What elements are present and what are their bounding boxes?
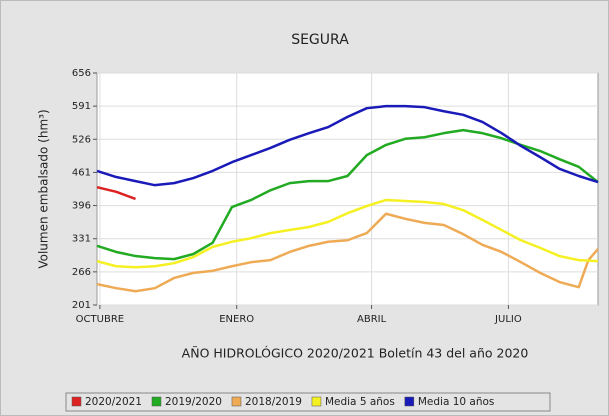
y-tick-label: 266 [72, 267, 91, 278]
line [96, 104, 599, 187]
y-tick-label: 396 [72, 201, 91, 212]
line [96, 185, 136, 201]
legend-label: 2018/2019 [245, 396, 302, 408]
line [96, 128, 599, 261]
x-tick-label: ABRIL [357, 314, 387, 325]
y-tick-label: 656 [72, 68, 91, 79]
legend-swatch [311, 396, 322, 407]
y-tick-label: 591 [72, 101, 91, 112]
legend-swatch [151, 396, 162, 407]
line [96, 198, 599, 269]
plot-area [96, 72, 599, 306]
legend-label: 2020/2021 [85, 396, 142, 408]
y-tick-label: 461 [72, 167, 91, 178]
legend-swatch [404, 396, 415, 407]
x-tick-label: OCTUBRE [76, 314, 124, 325]
y-tick-label: 201 [72, 300, 91, 311]
x-tick-label: ENERO [219, 314, 254, 325]
legend-label: 2019/2020 [165, 396, 222, 408]
y-tick-label: 331 [72, 234, 91, 245]
legend-label: Media 5 años [325, 396, 395, 408]
legend-box [65, 392, 551, 412]
legend-swatch [71, 396, 82, 407]
chart-title: SEGURA [291, 32, 349, 48]
legend-label: Media 10 años [418, 396, 495, 408]
y-axis-title: Volumen embalsado (hm³) [37, 109, 51, 268]
legend-swatch [231, 396, 242, 407]
x-axis-title: AÑO HIDROLÓGICO 2020/2021 Boletín 43 del… [182, 346, 529, 361]
x-tick-label: JULIO [494, 314, 522, 325]
line [96, 212, 599, 293]
y-tick-label: 526 [72, 134, 91, 145]
